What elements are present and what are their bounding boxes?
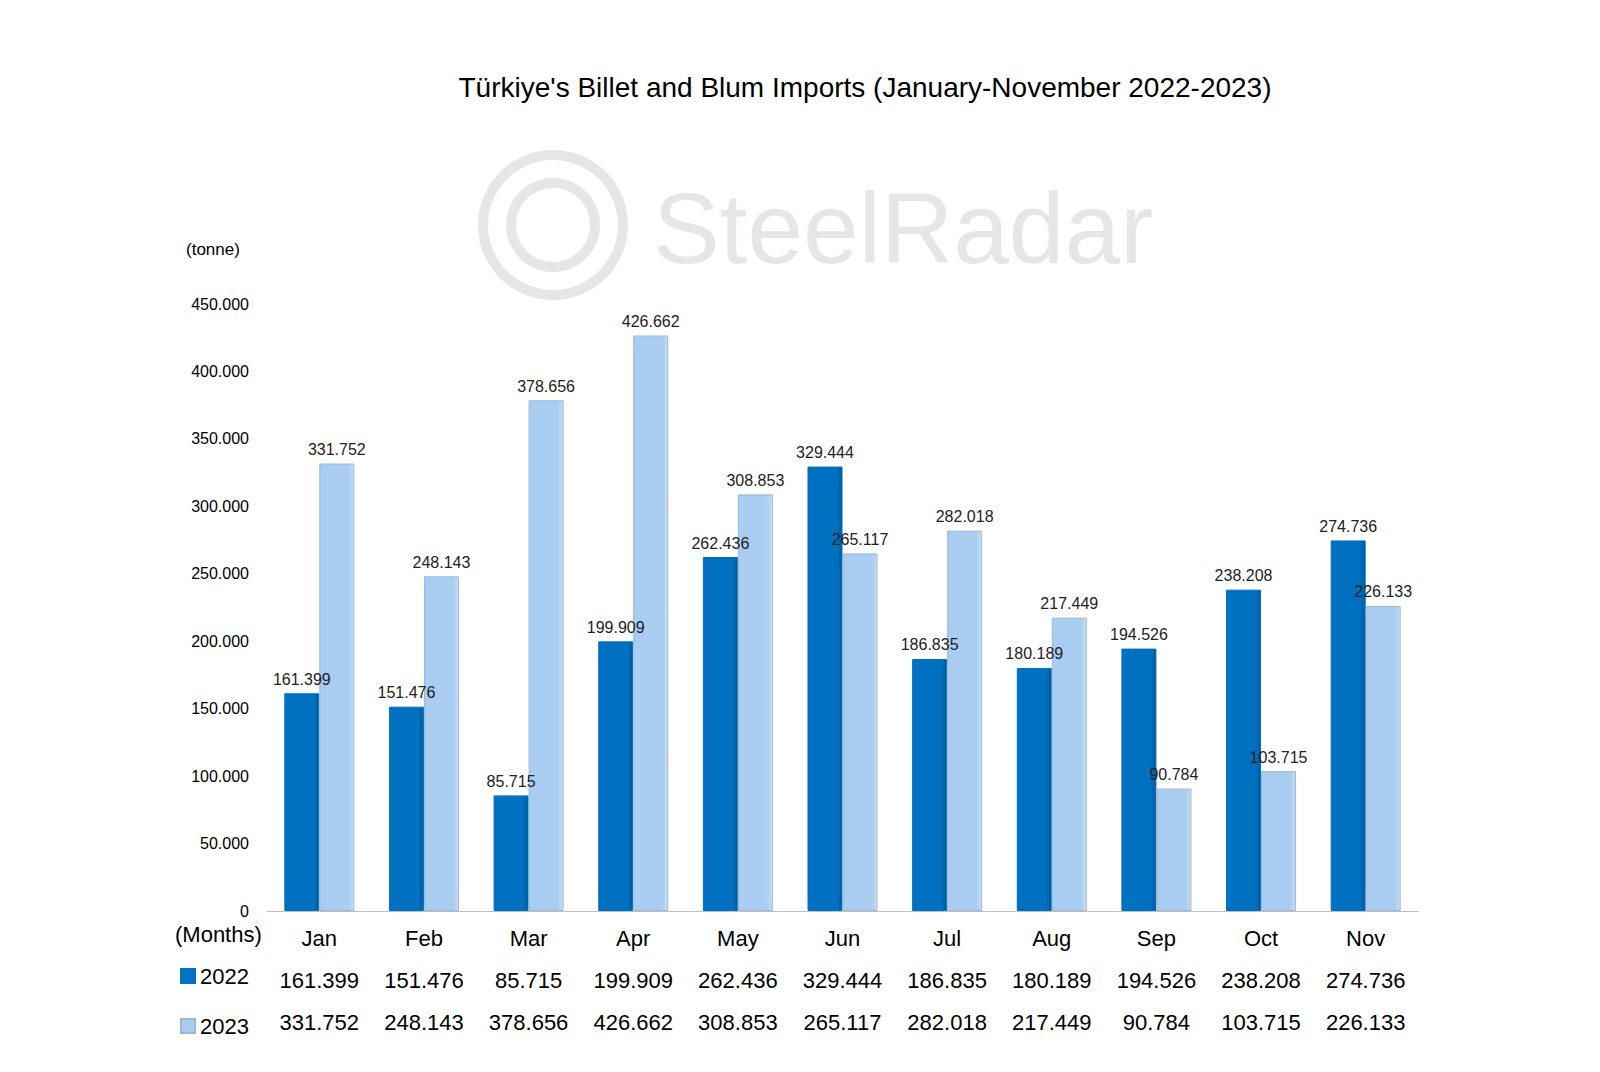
svg-text:Aug: Aug (1032, 926, 1071, 951)
svg-text:103.715: 103.715 (1221, 1010, 1301, 1035)
svg-text:265.117: 265.117 (832, 531, 889, 548)
svg-text:90.784: 90.784 (1149, 766, 1198, 783)
svg-text:186.835: 186.835 (901, 636, 959, 653)
svg-text:161.399: 161.399 (280, 968, 360, 993)
svg-text:0: 0 (240, 903, 249, 920)
svg-text:400.000: 400.000 (191, 363, 249, 380)
svg-text:450.000: 450.000 (191, 296, 249, 313)
svg-text:248.143: 248.143 (384, 1010, 464, 1035)
svg-text:308.853: 308.853 (698, 1010, 778, 1035)
svg-text:194.526: 194.526 (1117, 968, 1197, 993)
svg-text:199.909: 199.909 (587, 619, 645, 636)
svg-text:Jan: Jan (302, 926, 337, 951)
svg-text:103.715: 103.715 (1250, 749, 1308, 766)
svg-text:331.752: 331.752 (308, 441, 366, 458)
svg-text:265.117: 265.117 (804, 1010, 882, 1035)
svg-text:(Months): (Months) (175, 922, 262, 947)
svg-text:Nov: Nov (1346, 926, 1385, 951)
svg-text:426.662: 426.662 (593, 1010, 673, 1035)
svg-text:186.835: 186.835 (907, 968, 987, 993)
svg-text:151.476: 151.476 (384, 968, 464, 993)
svg-text:274.736: 274.736 (1319, 518, 1377, 535)
svg-text:200.000: 200.000 (191, 633, 249, 650)
svg-text:248.143: 248.143 (413, 554, 471, 571)
svg-text:308.853: 308.853 (726, 472, 784, 489)
svg-text:262.436: 262.436 (691, 535, 749, 552)
svg-text:2022: 2022 (200, 964, 249, 989)
svg-text:Jul: Jul (933, 926, 961, 951)
svg-text:274.736: 274.736 (1326, 968, 1406, 993)
svg-text:May: May (717, 926, 759, 951)
svg-text:85.715: 85.715 (487, 773, 536, 790)
svg-text:Sep: Sep (1137, 926, 1176, 951)
svg-text:180.189: 180.189 (1005, 645, 1063, 662)
svg-text:426.662: 426.662 (622, 313, 680, 330)
svg-text:300.000: 300.000 (191, 498, 249, 515)
svg-text:180.189: 180.189 (1012, 968, 1092, 993)
svg-text:SteelRadar: SteelRadar (653, 172, 1153, 284)
svg-text:250.000: 250.000 (191, 565, 249, 582)
svg-text:217.449: 217.449 (1012, 1010, 1092, 1035)
svg-text:Oct: Oct (1244, 926, 1278, 951)
svg-text:350.000: 350.000 (191, 430, 249, 447)
svg-text:Feb: Feb (405, 926, 443, 951)
svg-text:2023: 2023 (200, 1014, 249, 1039)
svg-text:Apr: Apr (616, 926, 650, 951)
svg-text:161.399: 161.399 (273, 671, 331, 688)
svg-text:(tonne): (tonne) (186, 240, 240, 259)
svg-text:378.656: 378.656 (489, 1010, 569, 1035)
svg-text:199.909: 199.909 (593, 968, 673, 993)
svg-text:151.476: 151.476 (378, 684, 436, 701)
svg-text:100.000: 100.000 (191, 768, 249, 785)
svg-text:226.133: 226.133 (1326, 1010, 1406, 1035)
svg-text:85.715: 85.715 (495, 968, 562, 993)
svg-text:329.444: 329.444 (796, 444, 854, 461)
svg-text:50.000: 50.000 (200, 835, 249, 852)
svg-text:226.133: 226.133 (1354, 583, 1412, 600)
svg-text:194.526: 194.526 (1110, 626, 1168, 643)
svg-text:378.656: 378.656 (517, 378, 575, 395)
svg-text:282.018: 282.018 (907, 1010, 987, 1035)
svg-text:Jun: Jun (825, 926, 860, 951)
svg-text:238.208: 238.208 (1221, 968, 1301, 993)
svg-text:238.208: 238.208 (1215, 567, 1273, 584)
svg-text:90.784: 90.784 (1123, 1010, 1190, 1035)
svg-text:329.444: 329.444 (803, 968, 883, 993)
svg-text:282.018: 282.018 (936, 508, 994, 525)
svg-text:262.436: 262.436 (698, 968, 778, 993)
svg-text:Türkiye's Billet and Blum Impo: Türkiye's Billet and Blum Imports (Janua… (458, 72, 1271, 103)
svg-text:Mar: Mar (510, 926, 548, 951)
svg-text:217.449: 217.449 (1040, 595, 1098, 612)
svg-text:331.752: 331.752 (280, 1010, 360, 1035)
svg-text:150.000: 150.000 (191, 700, 249, 717)
